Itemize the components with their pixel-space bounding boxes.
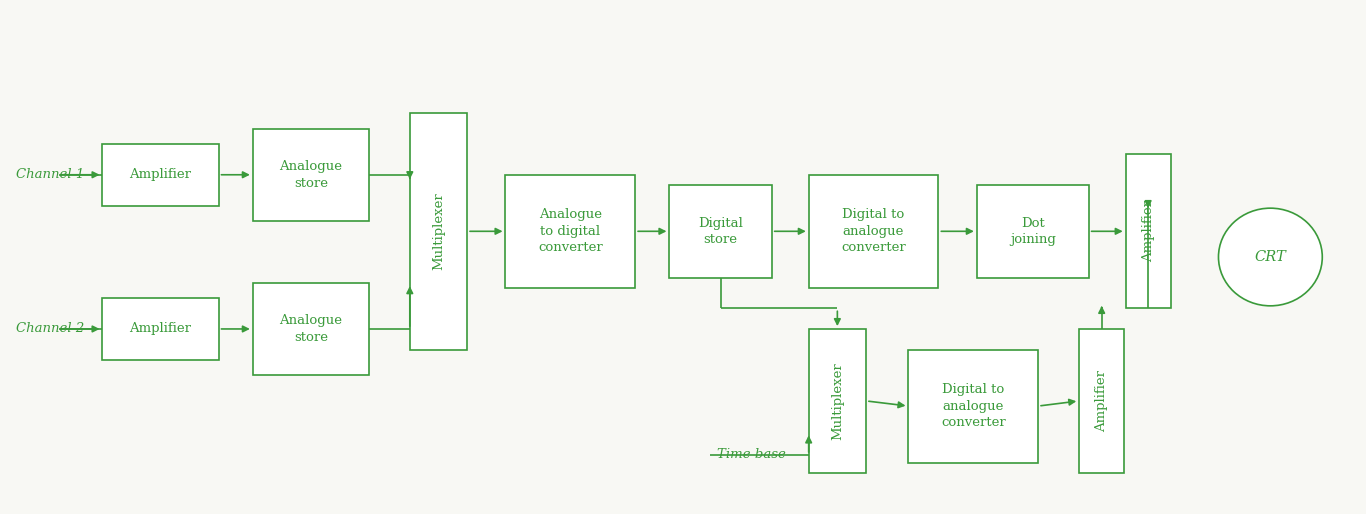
FancyBboxPatch shape <box>253 283 369 375</box>
Text: Digital to
analogue
converter: Digital to analogue converter <box>941 383 1005 429</box>
FancyBboxPatch shape <box>505 175 635 288</box>
FancyBboxPatch shape <box>908 350 1038 463</box>
Text: Multiplexer: Multiplexer <box>432 192 445 270</box>
FancyBboxPatch shape <box>1079 329 1124 473</box>
Text: Analogue
store: Analogue store <box>279 314 343 344</box>
Text: Time base: Time base <box>717 448 785 462</box>
Text: Dot
joining: Dot joining <box>1009 216 1056 246</box>
FancyBboxPatch shape <box>102 144 219 206</box>
FancyBboxPatch shape <box>977 185 1089 278</box>
Text: CRT: CRT <box>1254 250 1287 264</box>
FancyBboxPatch shape <box>102 298 219 360</box>
FancyBboxPatch shape <box>410 113 467 350</box>
FancyBboxPatch shape <box>1126 154 1171 308</box>
FancyBboxPatch shape <box>809 175 938 288</box>
Text: Amplifier: Amplifier <box>1096 370 1108 432</box>
Text: Channel 2: Channel 2 <box>16 322 85 336</box>
Ellipse shape <box>1218 208 1322 306</box>
Text: Digital to
analogue
converter: Digital to analogue converter <box>841 208 906 254</box>
Text: Amplifier: Amplifier <box>1142 200 1154 262</box>
Text: Amplifier: Amplifier <box>130 168 191 181</box>
FancyBboxPatch shape <box>669 185 772 278</box>
Text: Amplifier: Amplifier <box>130 322 191 336</box>
FancyBboxPatch shape <box>253 128 369 221</box>
Text: Analogue
store: Analogue store <box>279 160 343 190</box>
Text: Digital
store: Digital store <box>698 216 743 246</box>
Text: Multiplexer: Multiplexer <box>831 362 844 440</box>
Text: Channel 1: Channel 1 <box>16 168 85 181</box>
Text: Analogue
to digital
converter: Analogue to digital converter <box>538 208 602 254</box>
FancyBboxPatch shape <box>809 329 866 473</box>
